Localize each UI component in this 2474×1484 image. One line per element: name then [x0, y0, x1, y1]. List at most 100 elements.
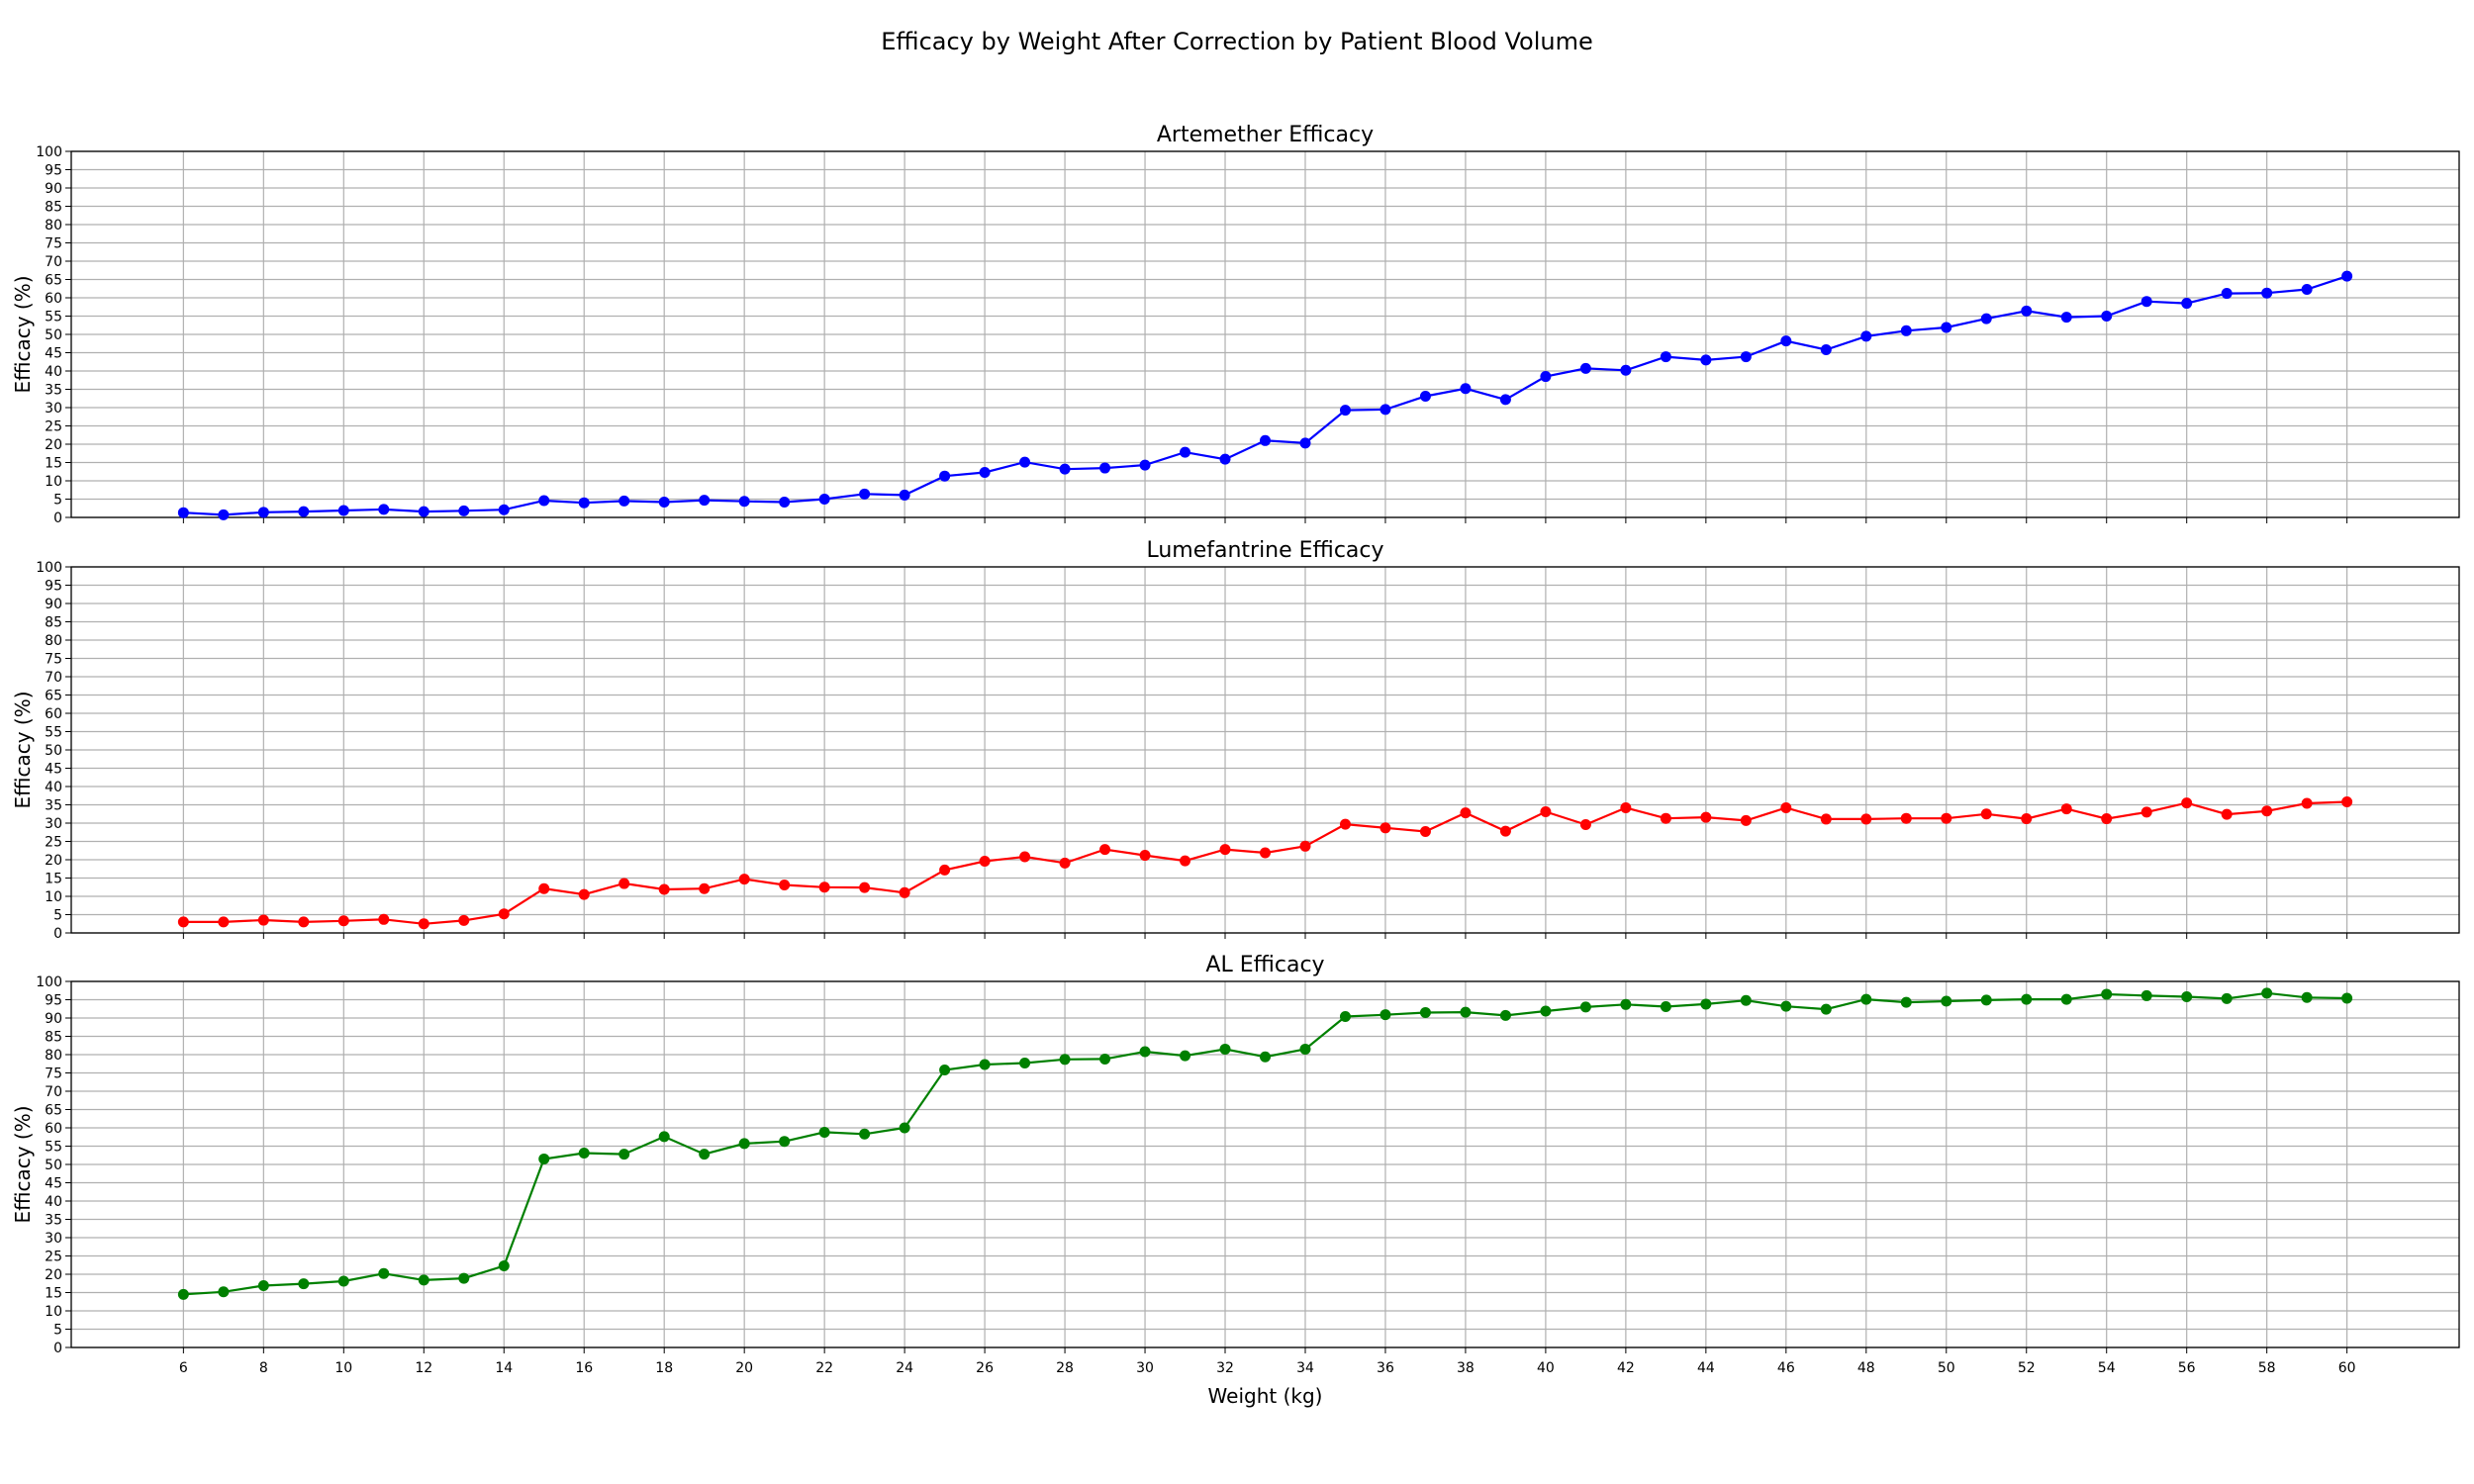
series-line	[183, 991, 2347, 1296]
data-point	[658, 496, 670, 508]
x-tick-label: 26	[976, 1360, 994, 1376]
data-point	[939, 470, 951, 482]
data-point	[1219, 1043, 1231, 1055]
data-point	[2181, 298, 2193, 310]
y-tick-label: 90	[45, 1011, 62, 1027]
data-point	[859, 881, 871, 893]
data-point	[2341, 270, 2353, 282]
x-tick-label: 60	[2338, 1360, 2356, 1376]
data-point	[1579, 1001, 1591, 1013]
y-tick-label: 20	[45, 853, 62, 869]
data-point	[2021, 813, 2033, 825]
data-point	[2141, 806, 2152, 818]
panel-title: Lumefantrine Efficacy	[1146, 538, 1383, 563]
y-tick-label: 15	[45, 872, 62, 887]
x-tick-label: 14	[495, 1360, 513, 1376]
y-axis-label: Efficacy (%)	[11, 691, 35, 808]
data-point	[818, 494, 830, 505]
data-point	[1019, 1058, 1031, 1069]
y-tick-label: 50	[45, 1158, 62, 1173]
y-tick-label: 15	[45, 1286, 62, 1302]
data-point	[1139, 850, 1151, 862]
panel-title: AL Efficacy	[1205, 953, 1324, 977]
y-tick-label: 35	[45, 798, 62, 814]
data-point	[899, 489, 910, 501]
y-tick-label: 95	[45, 163, 62, 179]
data-point	[738, 1138, 750, 1150]
data-point	[1419, 391, 1431, 403]
data-point	[257, 1279, 269, 1291]
data-point	[1180, 1050, 1191, 1062]
y-tick-label: 95	[45, 579, 62, 595]
data-point	[1180, 446, 1191, 458]
data-point	[1660, 812, 1671, 824]
data-point	[618, 1149, 630, 1160]
y-axis-label: Efficacy (%)	[11, 1105, 35, 1223]
data-point	[2301, 797, 2313, 809]
data-point	[1579, 362, 1591, 374]
x-tick-label: 10	[334, 1360, 352, 1376]
panel-3: 0 5 10 15 20 25 30 35 40 45 50 55 60 65 70 75 80 85 90 95 10…	[11, 953, 2460, 1408]
panel-title: Artemether Efficacy	[1157, 123, 1374, 147]
x-tick-label: 40	[1537, 1360, 1555, 1376]
y-tick-label: 90	[45, 181, 62, 197]
y-tick-label: 5	[53, 1323, 62, 1339]
x-tick-label: 6	[179, 1360, 188, 1376]
data-point	[1820, 813, 1832, 825]
x-tick-label: 32	[1216, 1360, 1234, 1376]
data-point	[699, 1149, 711, 1160]
data-point	[979, 1059, 991, 1070]
data-point	[458, 914, 470, 926]
data-point	[538, 882, 550, 894]
data-point	[1620, 364, 1632, 376]
data-point	[2261, 287, 2273, 299]
data-point	[618, 878, 630, 889]
data-point	[818, 881, 830, 893]
data-point	[1380, 822, 1391, 834]
data-point	[498, 504, 510, 515]
data-point	[337, 1275, 349, 1287]
y-tick-label: 100	[36, 974, 62, 990]
y-tick-label: 65	[45, 1103, 62, 1119]
data-point	[1059, 857, 1071, 869]
data-point	[618, 495, 630, 507]
y-tick-label: 80	[45, 1048, 62, 1064]
data-point	[1620, 801, 1632, 813]
axes-frame	[70, 150, 2460, 518]
data-point	[1139, 459, 1151, 471]
data-point	[378, 1267, 390, 1279]
data-point	[939, 864, 951, 876]
data-point	[1460, 383, 1472, 395]
data-point	[1299, 1043, 1311, 1055]
data-point	[378, 913, 390, 925]
y-tick-label: 75	[45, 1067, 62, 1082]
data-point	[979, 855, 991, 867]
data-point	[1941, 322, 1952, 333]
x-tick-label: 30	[1136, 1360, 1154, 1376]
data-point	[859, 488, 871, 500]
data-point	[818, 1126, 830, 1138]
x-tick-label: 16	[575, 1360, 593, 1376]
data-point	[699, 882, 711, 894]
data-point	[699, 495, 711, 507]
data-point	[1941, 995, 1952, 1007]
data-point	[418, 1274, 429, 1286]
data-point	[1980, 313, 1992, 325]
y-tick-label: 40	[45, 780, 62, 795]
y-tick-label: 55	[45, 725, 62, 741]
data-point	[859, 1128, 871, 1140]
y-tick-label: 0	[53, 510, 62, 526]
data-point	[298, 506, 310, 517]
y-tick-label: 80	[45, 633, 62, 649]
data-point	[1540, 371, 1552, 383]
y-tick-label: 20	[45, 437, 62, 453]
data-point	[1780, 1000, 1792, 1012]
y-tick-label: 85	[45, 615, 62, 631]
y-tick-label: 95	[45, 993, 62, 1009]
y-tick-label: 50	[45, 743, 62, 759]
data-point	[1019, 456, 1031, 468]
data-point	[2181, 797, 2193, 809]
data-point	[498, 908, 510, 920]
y-tick-label: 25	[45, 835, 62, 851]
y-tick-label: 5	[53, 493, 62, 509]
